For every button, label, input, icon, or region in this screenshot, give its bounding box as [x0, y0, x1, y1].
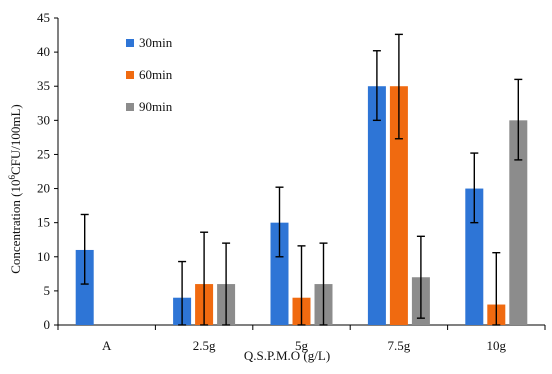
bar-30min-5g [270, 222, 289, 325]
y-axis-title: Concentration (106CFU/100mL) [7, 104, 23, 274]
y-tick-label: 45 [37, 10, 50, 25]
y-axis-title-exponent: 6 [7, 175, 17, 180]
y-axis-title-start: Concentration (10 [8, 180, 23, 274]
bar-30min-A [75, 249, 94, 325]
legend-label-30min: 30min [139, 35, 173, 50]
y-tick-label: 15 [37, 215, 50, 230]
y-tick-label: 0 [44, 317, 51, 332]
x-axis-title: Q.S.P.M.O (g/L) [244, 348, 330, 363]
x-tick-label: A [102, 338, 112, 353]
bar-30min-7.5g [367, 86, 386, 325]
y-tick-label: 25 [37, 146, 50, 161]
y-tick-label: 35 [37, 78, 50, 93]
x-tick-label: 10g [487, 338, 507, 353]
y-tick-label: 30 [37, 112, 50, 127]
legend-label-60min: 60min [139, 67, 173, 82]
legend: 30min 60min 90min [126, 35, 173, 114]
y-tick-label: 5 [44, 283, 51, 298]
y-tick-label: 20 [37, 181, 50, 196]
legend-swatch-90min [126, 103, 134, 111]
y-axis-title-end: CFU/100mL) [8, 104, 23, 175]
y-tick-label: 40 [37, 44, 50, 59]
bar-60min-7.5g [389, 86, 408, 325]
plot-area: 0 5 10 15 20 25 30 35 40 45 A 2.5g 5g 7.5g 10g [37, 10, 546, 353]
bar-90min-10g [509, 120, 528, 325]
y-tick-label: 10 [37, 249, 50, 264]
legend-label-90min: 90min [139, 99, 173, 114]
x-tick-label: 5g [295, 338, 309, 353]
x-tick-label: 2.5g [193, 338, 216, 353]
x-tick-label: 7.5g [388, 338, 411, 353]
bar-30min-10g [465, 188, 484, 325]
legend-swatch-30min [126, 39, 134, 47]
legend-swatch-60min [126, 71, 134, 79]
